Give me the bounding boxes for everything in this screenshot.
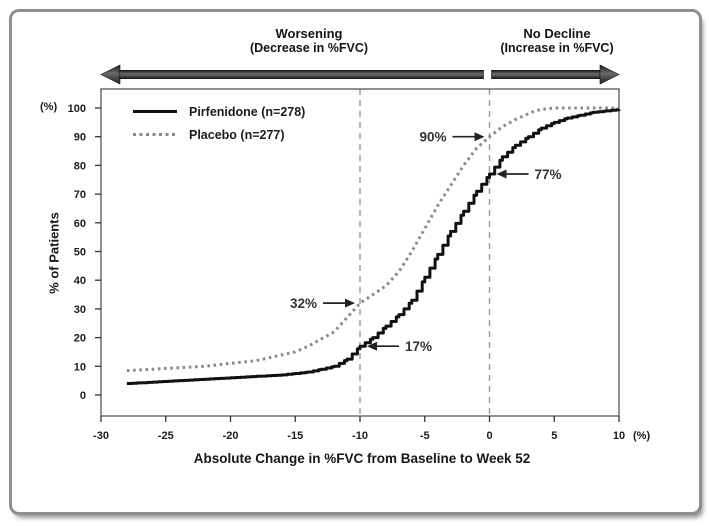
legend-item-placebo: Placebo (n=277) xyxy=(133,123,305,146)
legend-label-placebo: Placebo (n=277) xyxy=(189,127,285,142)
y-tick-label: 30 xyxy=(74,304,86,316)
x-tick-label: -10 xyxy=(352,430,368,442)
y-tick-label: 0 xyxy=(80,390,86,402)
y-tick-label: 90 xyxy=(74,132,86,144)
annotation-label: 32% xyxy=(290,296,317,311)
y-tick-label: 10 xyxy=(74,361,86,373)
no-decline-title: No Decline xyxy=(523,26,591,41)
x-tick-label: -30 xyxy=(93,430,109,442)
legend-label-pirfenidone: Pirfenidone (n=278) xyxy=(189,104,306,119)
dotted-line-swatch-icon xyxy=(133,133,177,136)
annotation-arrowhead xyxy=(474,132,485,142)
annotation-arrowhead xyxy=(345,298,355,308)
no-decline-header: No Decline (Increase in %FVC) xyxy=(500,26,614,56)
x-tick-label: -20 xyxy=(223,430,239,442)
x-tick-label: 10 xyxy=(613,430,625,442)
annotation-label: 90% xyxy=(419,130,446,145)
y-axis-title: % of Patients xyxy=(46,212,62,294)
placebo-curve xyxy=(126,106,619,373)
x-axis-unit-label: (%) xyxy=(633,430,650,442)
x-tick-label: 0 xyxy=(486,430,492,442)
x-tick-label: 5 xyxy=(551,430,557,442)
legend-item-pirfenidone: Pirfenidone (n=278) xyxy=(133,100,305,123)
worsening-header: Worsening (Decrease in %FVC) xyxy=(249,26,369,56)
worsening-arrowhead-icon xyxy=(100,64,121,85)
x-tick-label: -25 xyxy=(158,430,174,442)
annotation-arrowhead xyxy=(367,341,377,351)
y-tick-label: 20 xyxy=(74,333,86,345)
x-tick-label: -15 xyxy=(287,430,303,442)
legend: Pirfenidone (n=278) Placebo (n=277) xyxy=(133,100,305,146)
no-decline-arrowhead-icon xyxy=(599,64,620,85)
worsening-title: Worsening xyxy=(275,26,343,41)
y-tick-label: 40 xyxy=(74,275,86,287)
pirfenidone-curve xyxy=(126,108,621,385)
y-tick-label: 80 xyxy=(74,160,86,172)
annotation-label: 17% xyxy=(405,339,432,354)
no-decline-arrow-bar xyxy=(491,70,601,80)
x-axis-title: Absolute Change in %FVC from Baseline to… xyxy=(193,451,531,466)
figure-frame xyxy=(9,9,702,515)
y-axis-unit-label: (%) xyxy=(40,101,58,113)
annotation-arrowhead xyxy=(496,169,507,179)
no-decline-subtitle: (Increase in %FVC) xyxy=(500,41,614,55)
y-tick-label: 60 xyxy=(74,218,86,230)
annotation-label: 77% xyxy=(535,167,562,182)
worsening-arrow-bar xyxy=(118,70,484,80)
solid-line-swatch-icon xyxy=(133,110,177,113)
y-tick-label: 100 xyxy=(68,103,86,115)
x-tick-label: -5 xyxy=(420,430,430,442)
y-tick-label: 70 xyxy=(74,189,86,201)
y-tick-label: 50 xyxy=(74,247,86,259)
worsening-subtitle: (Decrease in %FVC) xyxy=(249,41,369,55)
